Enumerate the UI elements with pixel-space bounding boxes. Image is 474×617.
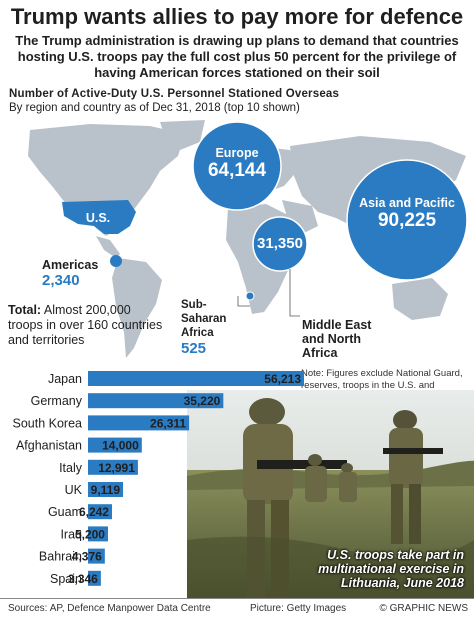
middle-east-bubble-label: 31,350 [254, 233, 306, 255]
section-subheading: By region and country as of Dec 31, 2018… [9, 102, 300, 114]
value-label-italy: 12,991 [98, 461, 135, 475]
europe-value: 64,144 [207, 160, 267, 181]
europe-label: Europe 64,144 [197, 146, 277, 182]
middle-east-name: Middle East and North Africa [302, 318, 372, 360]
americas-name: Americas [42, 258, 99, 272]
photo-image [187, 390, 474, 598]
category-label-south-korea: South Korea [13, 416, 83, 430]
page-title: Trump wants allies to pay more for defen… [10, 4, 464, 29]
footer-credit: © GRAPHIC NEWS [379, 603, 469, 614]
sub-saharan-label: Sub-Saharan Africa 525 [181, 298, 241, 358]
bar-guam [88, 504, 112, 520]
asia-bubble [346, 159, 468, 281]
value-label-uk: 9,119 [91, 483, 121, 497]
us-label: U.S. [85, 211, 111, 225]
category-label-spain: Spain [50, 572, 82, 586]
us-landmass [62, 200, 136, 234]
footer: Sources: AP, Defence Manpower Data Centr… [0, 598, 474, 617]
world-map [28, 120, 468, 358]
value-label-bahrain: 4,376 [72, 550, 102, 564]
south-america-landmass [112, 258, 162, 358]
bar-italy [88, 459, 138, 475]
total-label: Total: [8, 303, 42, 317]
greenland-landmass [160, 120, 205, 150]
sub-saharan-name: Sub-Saharan Africa [181, 299, 227, 339]
value-label-iraq: 5,200 [75, 527, 105, 541]
asia-label: Asia and Pacific 90,225 [357, 196, 457, 232]
category-label-iraq: Iraq [60, 527, 82, 541]
americas-label: Americas 2,340 [42, 258, 112, 290]
bar-bahrain [88, 548, 105, 564]
americas-marker [110, 255, 122, 267]
footer-picture: Picture: Getty Images [250, 603, 347, 614]
bar-spain [88, 570, 101, 586]
photo-caption: U.S. troops take part in multinational e… [318, 548, 464, 590]
category-label-bahrain: Bahrain [39, 550, 82, 564]
total-description: Almost 200,000 troops in over 160 countr… [8, 303, 163, 347]
bar-south-korea [88, 415, 190, 431]
value-label-guam: 6,242 [79, 505, 109, 519]
page-subtitle: The Trump administration is drawing up p… [15, 33, 459, 80]
bar-japan [88, 371, 304, 386]
value-label-japan: 56,213 [264, 372, 301, 386]
value-label-south-korea: 26,311 [150, 416, 186, 430]
americas-value: 2,340 [42, 272, 80, 289]
total-text: Total: Almost 200,000 troops in over 160… [8, 303, 168, 348]
middle-east-leader-line [289, 269, 300, 317]
category-label-guam: Guam [48, 505, 82, 519]
footer-sources: Sources: AP, Defence Manpower Data Centr… [8, 603, 211, 614]
category-label-uk: UK [65, 483, 83, 497]
north-america-landmass [28, 124, 185, 236]
middle-east-value: 31,350 [257, 235, 303, 252]
central-america-landmass [96, 236, 120, 258]
category-label-germany: Germany [31, 394, 83, 408]
asia-value: 90,225 [377, 210, 437, 231]
asia-name: Asia and Pacific [359, 196, 455, 210]
bar-uk [88, 482, 124, 497]
sub-saharan-leader-line [237, 296, 250, 307]
middle-east-bubble [252, 216, 308, 272]
bar-chart: Japan 56,213 Germany 35,220 South Korea 26,31… [13, 371, 304, 586]
value-label-afghanistan: 14,000 [102, 439, 139, 453]
europe-bubble [192, 121, 282, 211]
bar-iraq [88, 526, 108, 542]
bar-afghanistan [88, 437, 142, 453]
category-label-afghanistan: Afghanistan [16, 439, 82, 453]
category-label-japan: Japan [48, 372, 82, 386]
australia-landmass [392, 278, 448, 320]
troops-photo [187, 390, 474, 598]
value-label-germany: 35,220 [184, 394, 221, 408]
value-label-spain: 3,346 [68, 572, 98, 586]
bar-germany [88, 393, 224, 409]
section-heading: Number of Active-Duty U.S. Personnel Sta… [9, 88, 340, 100]
middle-east-landmass [282, 200, 318, 234]
sub-saharan-marker [245, 291, 255, 301]
europe-name: Europe [215, 146, 259, 160]
category-label-italy: Italy [59, 461, 83, 475]
sub-saharan-value: 525 [181, 340, 207, 357]
